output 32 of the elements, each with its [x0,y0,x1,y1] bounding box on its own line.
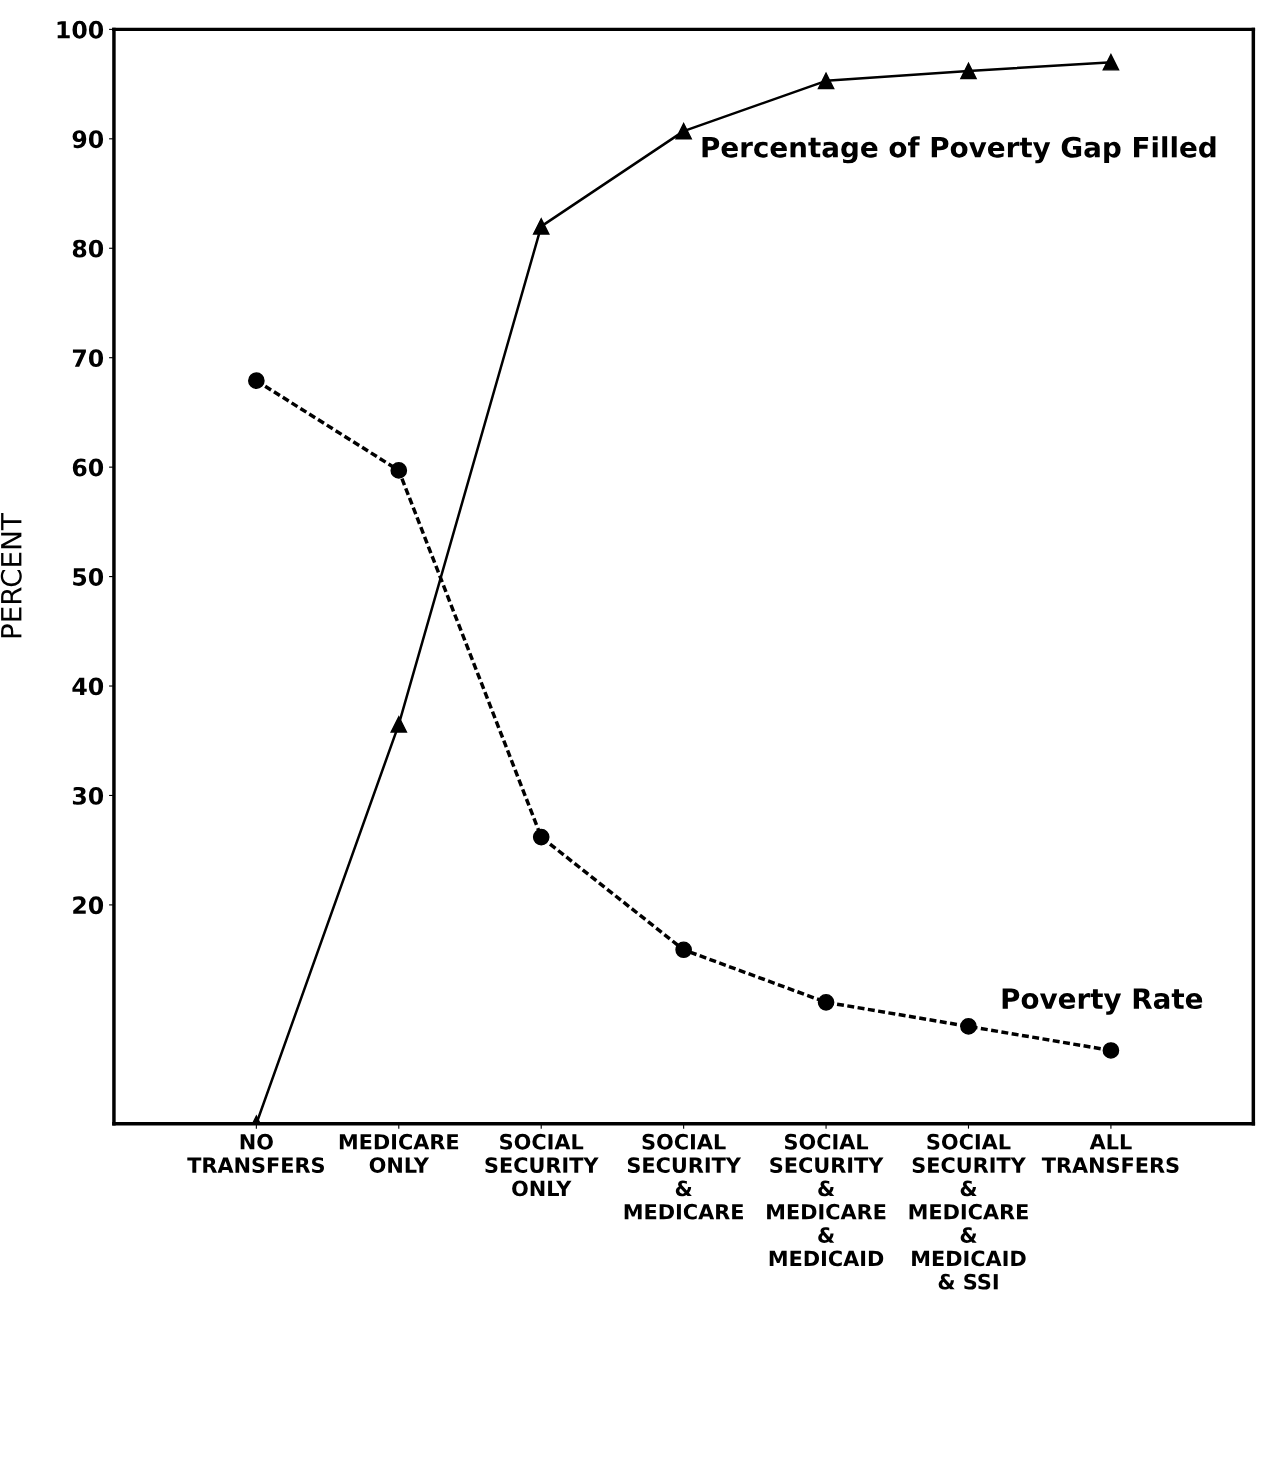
point [532,218,550,235]
x-tick-label: SOCIAL SECURITY & MEDICARE & MEDICAID & SSI [909,1133,1028,1290]
point [1102,53,1120,71]
series-label: Poverty Rate [1002,988,1203,1015]
point [532,828,550,846]
point [1102,1042,1120,1059]
x-tick-label: SOCIAL SECURITY & MEDICARE & MEDICAID [767,1133,886,1267]
point [960,62,977,80]
point [390,462,408,479]
x-tick-label: SOCIAL SECURITY ONLY [485,1133,599,1197]
point [960,1018,977,1035]
y-tick-label: 60 [72,458,104,477]
y-axis-title: PERCENT [0,513,22,638]
point [817,993,835,1011]
y-tick-label: 40 [72,677,104,696]
x-tick-label: MEDICARE ONLY [339,1133,459,1173]
series-label: Percentage of Poverty Gap Filled [702,136,1216,164]
y-tick-label: 80 [72,239,104,258]
point [248,372,265,390]
y-tick-label: 50 [73,568,104,586]
point [817,72,835,90]
point [675,941,692,959]
x-tick-label: ALL TRANSFERS [1041,1134,1179,1173]
y-tick-label: 100 [57,20,104,39]
point [390,715,408,733]
y-tick-label: 90 [72,130,104,149]
x-tick-label: NO TRANSFERS [187,1133,324,1173]
y-tick-label: 70 [72,349,104,368]
x-tick-label: SOCIAL SECURITY & MEDICARE [624,1133,743,1220]
point [675,122,692,140]
y-tick-label: 30 [72,786,104,805]
y-tick-label: 20 [73,896,104,915]
